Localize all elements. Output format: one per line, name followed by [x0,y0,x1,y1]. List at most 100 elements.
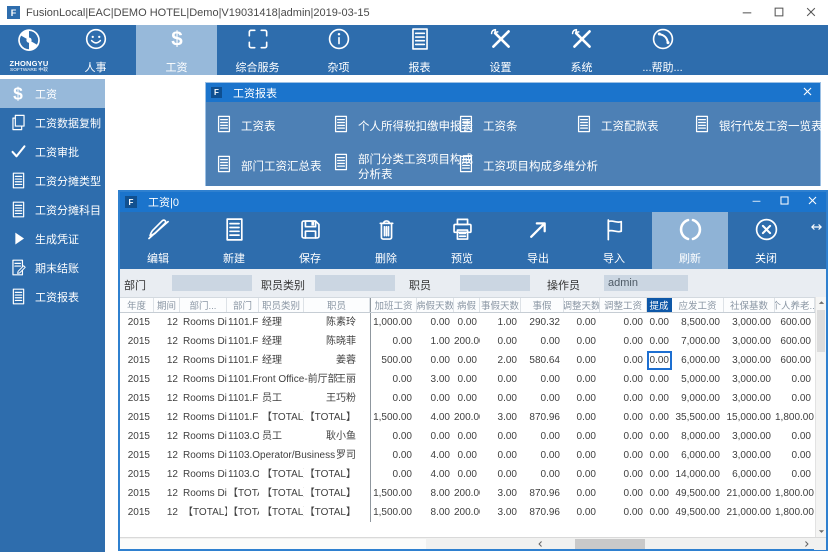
cell[interactable]: 0.00 [623,469,643,480]
cell[interactable]: 12 [166,450,178,461]
sidebar-item-period-end-closing[interactable]: 期末结账 [0,253,105,282]
cell[interactable]: 0.00 [576,393,596,404]
column-header-10[interactable]: 事假 [521,298,564,312]
cell[interactable]: 1101.Front [228,412,259,423]
column-header-0[interactable]: 年度 [120,298,154,312]
cell[interactable]: 6,000.00 [732,469,771,480]
cell[interactable]: 1101.Front [228,317,259,328]
column-header-5[interactable]: 职员 [304,298,370,312]
cell[interactable]: 员工 [262,393,282,404]
scroll-right-icon[interactable] [800,539,812,549]
cell[interactable]: 0.00 [540,336,560,347]
cell[interactable]: 0.00 [370,446,417,465]
cell[interactable]: 0.00 [540,431,560,442]
cell[interactable]: 580.64 [529,355,560,366]
cell[interactable]: 【TOTAL】 [183,507,227,518]
tab-salary[interactable]: $ 工资 [136,25,217,75]
cell[interactable]: 1101.Front Office-前厅部 [228,374,338,385]
cell[interactable]: 3.00 [430,374,450,385]
cell[interactable]: 0.00 [576,431,596,442]
cell[interactable]: 7,000.00 [681,336,720,347]
toolbar-new-button[interactable]: 新建 [196,212,272,269]
cell[interactable]: 290.32 [529,317,560,328]
cell[interactable]: 0.00 [791,393,811,404]
cell[interactable]: 0.00 [540,450,560,461]
cell[interactable]: 0.00 [457,431,477,442]
cell[interactable]: 0.00 [430,431,450,442]
cell[interactable]: Rooms Di [183,336,227,347]
minimize-icon[interactable] [751,195,762,209]
cell[interactable]: Rooms Di [183,355,227,366]
cell[interactable]: 0.00 [791,374,811,385]
popup-item-salary-item-multidim[interactable]: 工资项目构成多维分析 [456,154,598,179]
maximize-icon[interactable] [772,5,786,19]
cell[interactable]: 陈晓菲 [326,336,356,347]
cell[interactable]: 1,000.00 [370,313,417,332]
cell[interactable]: 0.00 [791,469,811,480]
cell[interactable]: 0.00 [457,450,477,461]
column-header-16[interactable]: 个人养老... [775,298,815,312]
cell[interactable]: 8,500.00 [681,317,720,328]
cell[interactable]: 3,000.00 [732,317,771,328]
cell[interactable]: 3.00 [497,507,517,518]
column-header-6[interactable]: 加班工资 [370,298,417,312]
cell[interactable]: 12 [166,507,178,518]
close-icon[interactable] [804,5,818,19]
cell[interactable]: Rooms Di [183,393,227,404]
cell[interactable]: 200.00 [454,336,480,347]
cell[interactable]: 12 [166,393,178,404]
cell[interactable]: Rooms Di [183,412,227,423]
cell[interactable]: 49,500.00 [675,507,721,518]
cell[interactable]: 0.00 [540,374,560,385]
cell[interactable]: 经理 [262,355,282,366]
cell[interactable]: 【TOTAL】 [304,412,356,423]
cell[interactable]: 【TOTAL】2 [262,469,304,480]
cell[interactable]: 0.00 [576,317,596,328]
cell[interactable]: 1,500.00 [370,503,417,522]
tab-services[interactable]: 综合服务 [217,25,298,75]
toolbar-import-button[interactable]: 导入 [576,212,652,269]
cell[interactable]: 8.00 [430,507,450,518]
cell[interactable]: 0.00 [497,336,517,347]
cell[interactable]: 2015 [127,412,150,423]
cell[interactable]: 3,000.00 [732,431,771,442]
cell[interactable]: 35,500.00 [675,412,721,423]
cell[interactable]: 0.00 [540,393,560,404]
cell[interactable]: 王丽 [336,374,356,385]
cell[interactable]: 1,800.00 [775,507,814,518]
cell[interactable]: 1,800.00 [775,412,814,423]
cell[interactable]: Rooms Di [183,488,227,499]
cell[interactable]: 200.00 [454,507,480,518]
sidebar-item-salary-allocation-type[interactable]: 工资分摊类型 [0,166,105,195]
cell[interactable]: 0.00 [649,374,669,385]
column-header-8[interactable]: 病假 [454,298,480,312]
cell[interactable]: Rooms Di [183,431,227,442]
cell[interactable]: 员工 [262,431,282,442]
tab-system[interactable]: 系统 [541,25,622,75]
cell[interactable]: 0.00 [791,450,811,461]
toolbar-preview-button[interactable]: 预览 [424,212,500,269]
cell[interactable]: 0.00 [649,488,669,499]
cell[interactable]: 0.00 [430,393,450,404]
cell[interactable]: Rooms Di [183,374,227,385]
cell[interactable]: 3,000.00 [732,393,771,404]
cell[interactable]: 1.00 [497,317,517,328]
tab-misc[interactable]: 杂项 [298,25,379,75]
operator-input[interactable] [604,275,688,291]
cell[interactable]: 2015 [127,336,150,347]
tab-reports[interactable]: 报表 [379,25,460,75]
cell[interactable]: Rooms Di [183,317,227,328]
employee-input[interactable] [460,275,530,291]
cell[interactable]: 0.00 [576,336,596,347]
cell[interactable]: 0.00 [623,412,643,423]
cell[interactable]: 0.00 [576,507,596,518]
cell[interactable]: Rooms Di [183,469,227,480]
cell[interactable]: 0.00 [430,317,450,328]
cell[interactable]: 0.00 [497,450,517,461]
toolbar-save-button[interactable]: 保存 [272,212,348,269]
cell[interactable]: 600.00 [780,336,811,347]
cell[interactable]: 5,000.00 [681,374,720,385]
cell[interactable]: 【TOTAL】7 [262,488,304,499]
column-header-15[interactable]: 社保基数 [724,298,775,312]
cell[interactable]: 1103.Operator/Business [228,450,336,461]
